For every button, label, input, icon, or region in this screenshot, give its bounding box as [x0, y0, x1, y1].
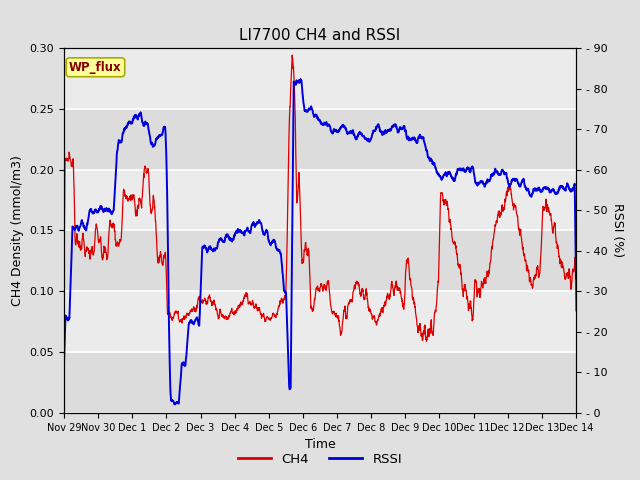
Bar: [64, 352, 576, 413]
Bar: [64, 169, 576, 230]
Y-axis label: RSSI (%): RSSI (%): [611, 204, 624, 257]
Bar: [64, 291, 576, 352]
X-axis label: Time: Time: [305, 438, 335, 451]
Title: LI7700 CH4 and RSSI: LI7700 CH4 and RSSI: [239, 28, 401, 43]
Bar: [64, 109, 576, 169]
Y-axis label: CH4 Density (mmol/m3): CH4 Density (mmol/m3): [11, 155, 24, 306]
Bar: [64, 48, 576, 109]
Bar: [64, 230, 576, 291]
Text: WP_flux: WP_flux: [69, 61, 122, 74]
Legend: CH4, RSSI: CH4, RSSI: [233, 447, 407, 471]
